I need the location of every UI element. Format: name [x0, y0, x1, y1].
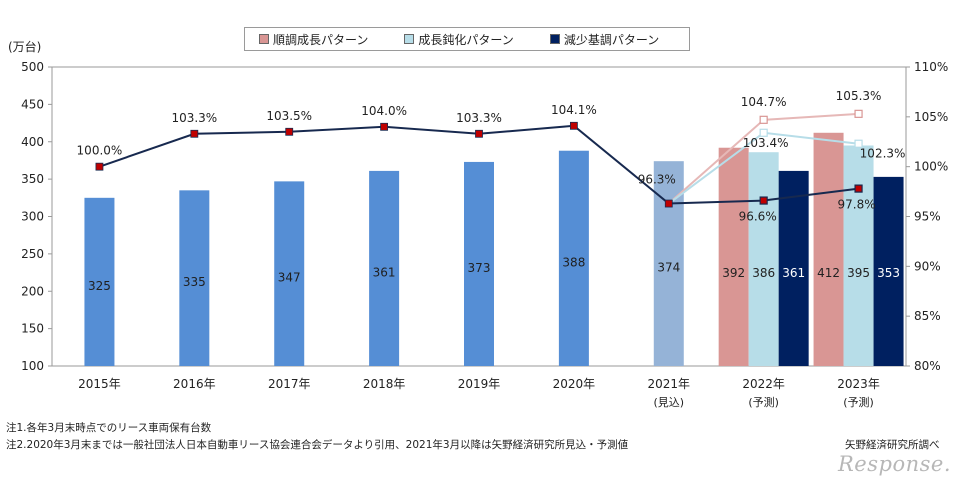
- y-tick-label: 500: [21, 60, 44, 74]
- legend-label-steady-growth: 順調成長パターン: [273, 32, 369, 47]
- x-tick-label: 2023年: [837, 377, 880, 391]
- forecast-bar-value-label: 353: [877, 266, 900, 280]
- y-tick-label: 350: [21, 172, 44, 186]
- growth-point: [475, 129, 483, 138]
- growth-point: [569, 121, 578, 130]
- y2-tick-label: 105%: [914, 110, 948, 124]
- growth-forecast-point: [854, 184, 863, 193]
- growth-forecast-label: 104.7%: [741, 95, 787, 109]
- forecast-bar-value-label: 386: [752, 266, 775, 280]
- forecast-bar-2023年-2: [873, 176, 904, 366]
- bar-value-label: 325: [88, 279, 111, 293]
- forecast-bar-2022年-2: [778, 170, 809, 366]
- note-2: 注2.2020年3月末までは一般社団法人日本自動車リース協会連合会データより引用…: [6, 439, 629, 451]
- y-tick-label: 400: [21, 135, 44, 149]
- forecast-bar-2022年-0: [718, 147, 749, 366]
- y2-tick-label: 85%: [914, 309, 941, 323]
- growth-point: [380, 122, 389, 131]
- growth-forecast-label: 96.6%: [739, 210, 777, 224]
- legend-swatch-declining: [549, 34, 560, 44]
- x-tick-label: 2021年: [648, 377, 691, 391]
- growth-forecast-point: [854, 109, 863, 118]
- growth-rate-label: 103.3%: [171, 111, 217, 125]
- growth-point: [664, 199, 673, 208]
- legend-item-slowing-growth: 成長鈍化パターン: [404, 31, 514, 48]
- x-tick-label: 2017年: [268, 377, 311, 391]
- forecast-bar-value-label: 361: [782, 266, 805, 280]
- growth-forecast-label: 103.4%: [743, 136, 789, 150]
- bar-value-label: 361: [373, 265, 396, 279]
- y-tick-label: 100: [21, 359, 44, 373]
- y2-tick-label: 80%: [914, 359, 941, 373]
- growth-forecast-label: 105.3%: [836, 89, 882, 103]
- y-tick-label: 200: [21, 284, 44, 298]
- y-tick-label: 300: [21, 210, 44, 224]
- x-tick-label: 2019年: [458, 377, 501, 391]
- growth-forecast-point: [759, 196, 768, 205]
- legend-label-slowing-growth: 成長鈍化パターン: [418, 32, 514, 47]
- growth-point: [190, 129, 199, 138]
- y-tick-label: 150: [21, 322, 44, 336]
- x-tick-sublabel: (見込): [653, 396, 684, 409]
- response-watermark: Response.: [838, 452, 952, 476]
- y-axis-unit: (万台): [8, 39, 41, 54]
- bar-2020年: [558, 150, 589, 366]
- x-tick-label: 2022年: [742, 377, 785, 391]
- y2-tick-label: 110%: [914, 60, 948, 74]
- growth-forecast-label: 102.3%: [860, 147, 906, 161]
- x-tick-sublabel: (予測): [843, 395, 874, 409]
- legend-swatch-steady-growth: [259, 34, 269, 44]
- bar-value-label: 347: [278, 271, 301, 285]
- forecast-bar-value-label: 395: [847, 266, 870, 280]
- y2-tick-label: 90%: [914, 259, 941, 273]
- growth-rate-label: 104.1%: [551, 103, 597, 117]
- x-tick-label: 2018年: [363, 377, 406, 391]
- legend-item-declining: 減少基調パターン: [549, 31, 660, 48]
- bar-2018年: [369, 170, 400, 366]
- x-tick-label: 2020年: [553, 377, 596, 391]
- x-tick-label: 2016年: [173, 377, 216, 391]
- growth-point: [285, 127, 294, 136]
- growth-point: [95, 162, 104, 171]
- bar-value-label: 374: [657, 261, 680, 275]
- growth-forecast-point: [759, 128, 768, 137]
- growth-rate-label: 104.0%: [361, 104, 407, 118]
- x-tick-sublabel: (予測): [748, 395, 779, 409]
- bar-2019年: [464, 161, 494, 366]
- x-tick-label: 2015年: [78, 377, 121, 391]
- bar-2016年: [179, 190, 210, 366]
- forecast-bar-2023年-1: [843, 145, 874, 366]
- legend-label-declining: 減少基調パターン: [563, 32, 660, 47]
- forecast-bar-value-label: 412: [817, 266, 840, 280]
- growth-rate-label: 100.0%: [77, 144, 123, 158]
- bar-2015年: [84, 197, 115, 366]
- bar-value-label: 373: [468, 261, 491, 275]
- note-1: 注1.各年3月末時点でのリース車両保有台数: [6, 422, 212, 434]
- bar-2017年: [274, 181, 305, 366]
- growth-forecast-point: [759, 115, 768, 124]
- chart-legend: 順調成長パターン 成長鈍化パターン 減少基調パターン: [244, 27, 690, 51]
- y2-tick-label: 95%: [914, 210, 941, 224]
- legend-item-steady-growth: 順調成長パターン: [259, 31, 368, 48]
- growth-forecast-point: [854, 139, 863, 148]
- growth-forecast-label: 97.8%: [837, 198, 875, 212]
- y2-tick-label: 100%: [914, 160, 948, 174]
- legend-swatch-slowing-growth: [404, 34, 415, 44]
- forecast-bar-value-label: 392: [722, 266, 745, 280]
- forecast-bar-2023年-0: [813, 132, 844, 366]
- y-tick-label: 250: [21, 247, 44, 261]
- growth-rate-label: 103.5%: [266, 109, 312, 123]
- bar-value-label: 335: [183, 275, 206, 289]
- y-tick-label: 450: [21, 97, 44, 111]
- forecast-bar-2022年-1: [748, 152, 779, 366]
- bar-value-label: 388: [562, 255, 585, 269]
- source-credit: 矢野経済研究所調べ: [845, 439, 940, 451]
- growth-rate-label: 96.3%: [638, 173, 676, 187]
- growth-rate-label: 103.3%: [456, 111, 502, 125]
